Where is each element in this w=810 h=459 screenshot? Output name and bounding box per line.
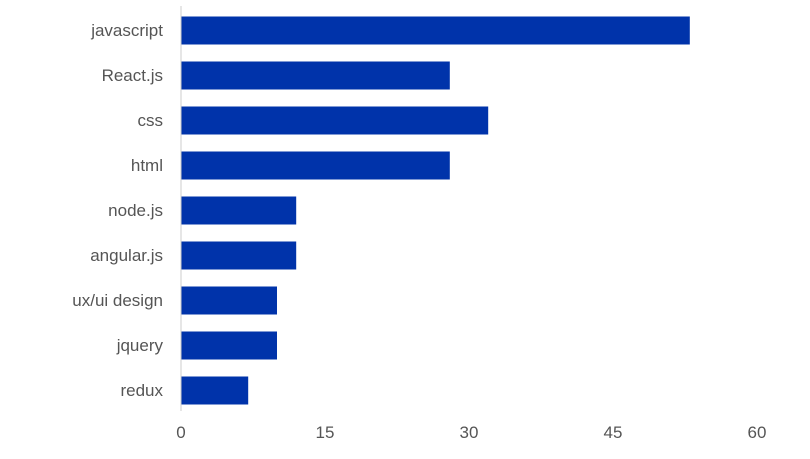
bar-jquery xyxy=(181,331,277,360)
bar-redux xyxy=(181,376,249,405)
category-labels: javascript React.js css html node.js angular.… xyxy=(72,21,163,400)
bar-ux-ui-design xyxy=(181,286,277,315)
category-label: React.js xyxy=(102,66,163,85)
bar-angular-js xyxy=(181,241,297,270)
bar-react-js xyxy=(181,61,450,90)
category-label: javascript xyxy=(90,21,163,40)
category-label: angular.js xyxy=(90,246,163,265)
x-tick-label: 15 xyxy=(316,423,335,442)
x-tick-label: 30 xyxy=(460,423,479,442)
category-label: html xyxy=(131,156,163,175)
x-tick-label: 0 xyxy=(176,423,185,442)
bar-css xyxy=(181,106,489,135)
x-tick-label: 60 xyxy=(748,423,767,442)
bars-group xyxy=(181,16,690,405)
category-label: ux/ui design xyxy=(72,291,163,310)
bar-html xyxy=(181,151,450,180)
bar-javascript xyxy=(181,16,690,45)
bar-node-js xyxy=(181,196,297,225)
category-label: css xyxy=(138,111,164,130)
category-label: jquery xyxy=(116,336,164,355)
category-label: redux xyxy=(120,381,163,400)
category-label: node.js xyxy=(108,201,163,220)
x-tick-label: 45 xyxy=(604,423,623,442)
x-tick-labels: 0 15 30 45 60 xyxy=(176,423,766,442)
